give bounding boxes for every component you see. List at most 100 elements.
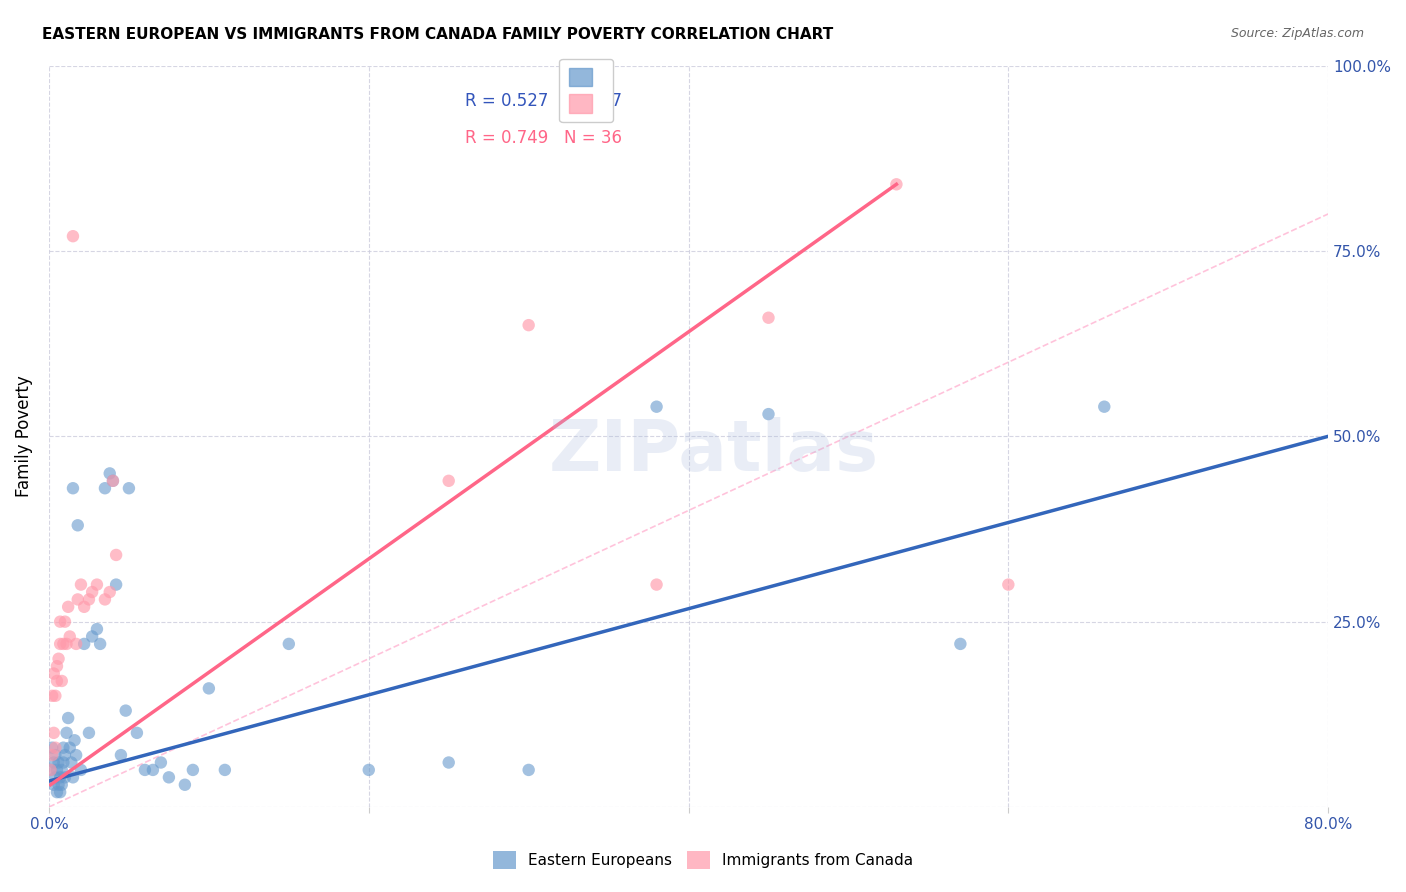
Point [39, 763, 62, 777]
Point [46, 659, 69, 673]
Point [62, 229, 84, 244]
Point [39, 763, 62, 777]
Point [98, 585, 121, 599]
Point [41, 740, 63, 755]
Point [49, 785, 72, 799]
Point [51, 673, 73, 688]
Point [46, 673, 69, 688]
Point [44, 770, 66, 784]
Point [52, 756, 75, 770]
Point [89, 637, 111, 651]
Y-axis label: Family Poverty: Family Poverty [15, 376, 32, 497]
Point [51, 778, 73, 792]
Point [949, 637, 972, 651]
Point [53, 770, 76, 784]
Point [59, 740, 82, 755]
Text: R = 0.527   N = 57: R = 0.527 N = 57 [465, 92, 621, 110]
Point [114, 704, 136, 718]
Point [66, 592, 89, 607]
Point [277, 637, 299, 651]
Text: R = 0.749   N = 36: R = 0.749 N = 36 [465, 128, 621, 146]
Point [65, 637, 87, 651]
Point [59, 630, 82, 644]
Point [66, 518, 89, 533]
Point [55, 726, 77, 740]
Point [48, 778, 70, 792]
Point [49, 770, 72, 784]
Legend: , : , [560, 59, 613, 122]
Point [52, 740, 75, 755]
Point [118, 481, 141, 495]
Point [997, 577, 1019, 591]
Point [46, 763, 69, 777]
Point [62, 481, 84, 495]
Point [44, 740, 66, 755]
Point [65, 748, 87, 763]
Point [44, 689, 66, 703]
Point [77, 726, 100, 740]
Point [1092, 400, 1115, 414]
Point [56, 599, 79, 614]
Point [86, 577, 108, 591]
Point [82, 630, 104, 644]
Point [149, 756, 172, 770]
Point [55, 637, 77, 651]
Point [98, 467, 121, 481]
Point [437, 756, 460, 770]
Point [77, 592, 100, 607]
Point [49, 637, 72, 651]
Point [48, 651, 70, 665]
Point [101, 474, 124, 488]
Point [60, 756, 83, 770]
Point [437, 474, 460, 488]
Point [42, 726, 65, 740]
Point [517, 318, 540, 333]
Point [198, 681, 221, 696]
Point [517, 763, 540, 777]
Point [41, 689, 63, 703]
Point [94, 592, 117, 607]
Point [42, 778, 65, 792]
Point [357, 763, 380, 777]
Point [52, 637, 75, 651]
Legend: Eastern Europeans, Immigrants from Canada: Eastern Europeans, Immigrants from Canad… [486, 845, 920, 875]
Point [94, 481, 117, 495]
Text: Source: ZipAtlas.com: Source: ZipAtlas.com [1230, 27, 1364, 40]
Point [73, 599, 96, 614]
Point [42, 666, 65, 681]
Point [82, 585, 104, 599]
Text: EASTERN EUROPEAN VS IMMIGRANTS FROM CANADA FAMILY POVERTY CORRELATION CHART: EASTERN EUROPEAN VS IMMIGRANTS FROM CANA… [42, 27, 834, 42]
Point [62, 770, 84, 784]
Point [645, 577, 668, 591]
Point [42, 756, 65, 770]
Point [73, 637, 96, 651]
Point [101, 474, 124, 488]
Point [105, 548, 128, 562]
Point [70, 763, 93, 777]
Point [53, 615, 76, 629]
Point [157, 770, 180, 784]
Point [46, 785, 69, 799]
Text: ZIPatlas: ZIPatlas [550, 417, 879, 485]
Point [86, 622, 108, 636]
Point [134, 763, 156, 777]
Point [758, 310, 780, 325]
Point [645, 400, 668, 414]
Point [181, 763, 204, 777]
Point [758, 407, 780, 421]
Point [886, 178, 908, 192]
Point [44, 748, 66, 763]
Point [53, 748, 76, 763]
Point [142, 763, 165, 777]
Point [214, 763, 236, 777]
Point [41, 748, 63, 763]
Point [48, 756, 70, 770]
Point [63, 733, 86, 747]
Point [105, 577, 128, 591]
Point [51, 763, 73, 777]
Point [56, 711, 79, 725]
Point [125, 726, 148, 740]
Point [173, 778, 195, 792]
Point [70, 577, 93, 591]
Point [110, 748, 132, 763]
